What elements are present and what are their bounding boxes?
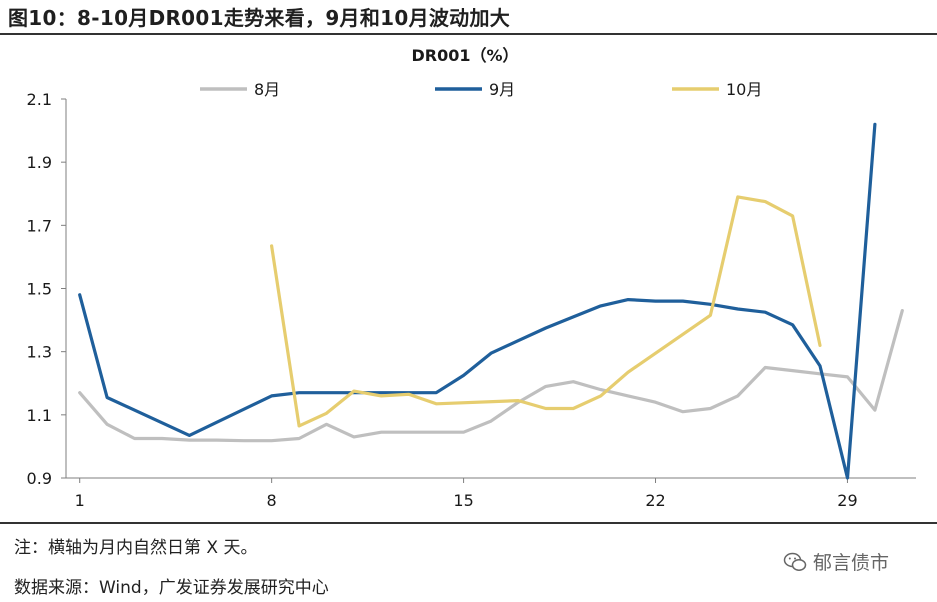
legend-item: 10月 (672, 80, 762, 99)
x-tick-label: 15 (453, 491, 473, 510)
x-tick-label: 1 (75, 491, 85, 510)
data-source: 数据来源：Wind，广发证券发展研究中心 (14, 578, 329, 598)
series-line-3 (270, 195, 822, 428)
legend-item: 9月 (435, 80, 515, 99)
y-tick-label: 2.1 (27, 90, 52, 109)
line-chart: DR001（%） 8月 9月 10月 0.9 1.1 1.3 1.5 1.7 1.9 2.1 1 8… (27, 46, 916, 510)
legend-label: 8月 (254, 80, 280, 99)
wechat-icon (783, 552, 807, 571)
axis-note: 注：横轴为月内自然日第 X 天。 (14, 538, 258, 558)
series-line-2 (78, 122, 877, 480)
y-tick-label: 1.5 (27, 280, 52, 299)
y-tick-label: 0.9 (27, 469, 52, 488)
series-line-1 (78, 309, 904, 443)
chart-legend: 8月 9月 10月 (200, 80, 762, 99)
x-tick-label: 22 (645, 491, 665, 510)
x-tick-label: 8 (267, 491, 277, 510)
title-rule (0, 33, 937, 35)
watermark: 郁言债市 (783, 548, 889, 575)
y-tick-label: 1.1 (27, 406, 52, 425)
legend-label: 9月 (489, 80, 515, 99)
chart-axes: 0.9 1.1 1.3 1.5 1.7 1.9 2.1 1 8 15 22 29 (27, 90, 916, 510)
watermark-text: 郁言债市 (813, 552, 890, 574)
legend-label: 10月 (726, 80, 762, 99)
y-tick-label: 1.9 (27, 153, 52, 172)
legend-item: 8月 (200, 80, 280, 99)
figure-title: 图10：8-10月DR001走势来看，9月和10月波动加大 (8, 6, 511, 30)
chart-title: DR001（%） (411, 46, 518, 65)
y-tick-label: 1.7 (27, 216, 52, 235)
x-tick-label: 29 (837, 491, 857, 510)
y-tick-label: 1.3 (27, 343, 52, 362)
chart-series (78, 122, 904, 480)
footer-rule (0, 522, 937, 524)
